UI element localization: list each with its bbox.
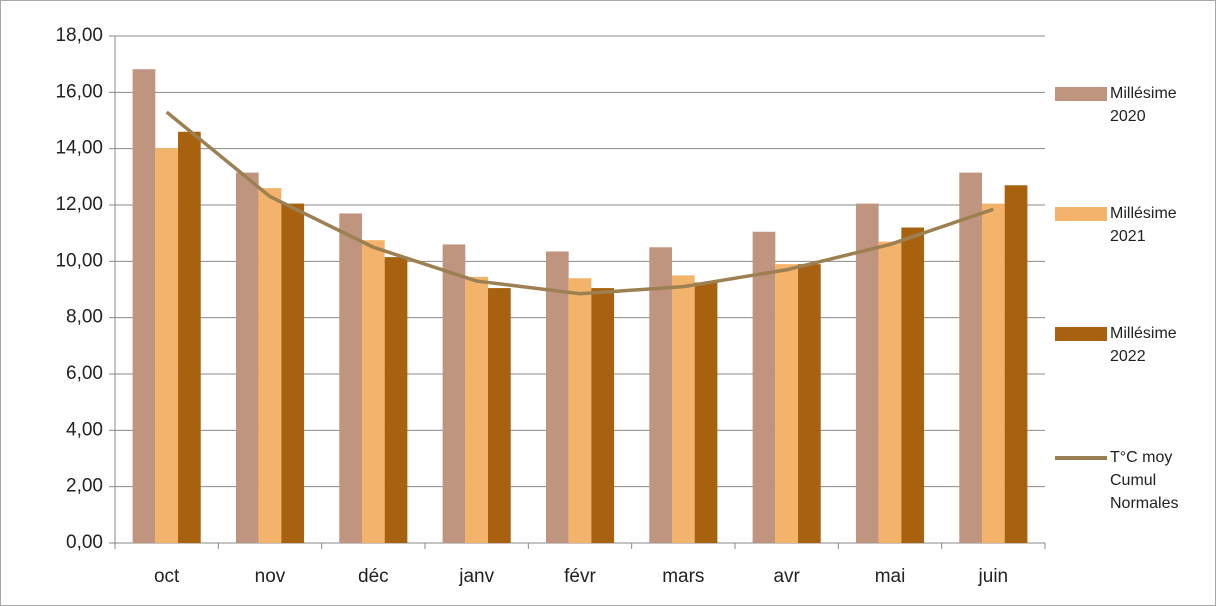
bar: [959, 172, 982, 543]
bar: [258, 188, 282, 543]
legend-item: Millésime 2022: [1055, 322, 1215, 368]
legend-label: Millésime 2022: [1110, 325, 1177, 365]
y-tick-label: 2,00: [66, 476, 103, 497]
bar: [775, 264, 799, 543]
y-tick-label: 8,00: [66, 307, 103, 328]
legend-swatch: [1055, 207, 1107, 221]
bar: [545, 251, 569, 543]
bar: [1004, 185, 1028, 544]
y-tick-label: 12,00: [55, 194, 103, 215]
x-tick-label: oct: [154, 566, 180, 587]
y-tick-label: 16,00: [55, 81, 103, 102]
bar: [465, 276, 489, 543]
legend-swatch: [1055, 87, 1107, 101]
legend-item: Millésime 2021: [1055, 202, 1215, 248]
bar: [878, 241, 902, 543]
legend-swatch: [1055, 456, 1107, 460]
bar: [568, 278, 592, 543]
x-tick-label: juin: [978, 566, 1009, 587]
x-tick-label: nov: [255, 566, 286, 587]
legend-item: Millésime 2020: [1055, 82, 1215, 128]
x-tick-label: avr: [773, 566, 800, 587]
bar: [281, 203, 305, 543]
bar: [981, 203, 1005, 543]
y-tick-label: 14,00: [55, 138, 103, 159]
line-series: [165, 110, 994, 296]
bar: [901, 227, 925, 544]
bar: [132, 69, 156, 543]
y-tick-label: 4,00: [66, 419, 103, 440]
bar: [649, 247, 672, 543]
x-tick-label: févr: [564, 566, 596, 587]
y-tick-label: 18,00: [55, 25, 103, 46]
bar: [752, 231, 776, 543]
bar: [235, 172, 259, 543]
bar: [694, 282, 718, 543]
legend-label: T°C moy Cumul Normales: [1110, 449, 1179, 512]
bar: [798, 264, 821, 543]
x-tick-label: déc: [358, 566, 389, 587]
legend-item: T°C moy Cumul Normales: [1055, 446, 1215, 515]
bar: [671, 275, 695, 543]
x-tick-label: mars: [662, 566, 704, 587]
x-tick-label: janv: [458, 566, 494, 587]
legend-label: Millésime 2020: [1110, 85, 1177, 125]
bar: [488, 288, 511, 543]
y-tick-label: 10,00: [55, 250, 103, 271]
y-tick-label: 6,00: [66, 363, 103, 384]
bar: [384, 257, 408, 543]
x-tick-label: mai: [875, 566, 906, 587]
bar: [855, 203, 879, 543]
bar: [591, 288, 615, 543]
legend-swatch: [1055, 327, 1107, 341]
y-tick-label: 0,00: [66, 532, 103, 553]
bar: [178, 131, 201, 543]
bar: [155, 148, 179, 543]
bar: [339, 213, 362, 543]
legend-label: Millésime 2021: [1110, 205, 1177, 245]
bar: [442, 244, 466, 543]
bar: [361, 240, 385, 544]
